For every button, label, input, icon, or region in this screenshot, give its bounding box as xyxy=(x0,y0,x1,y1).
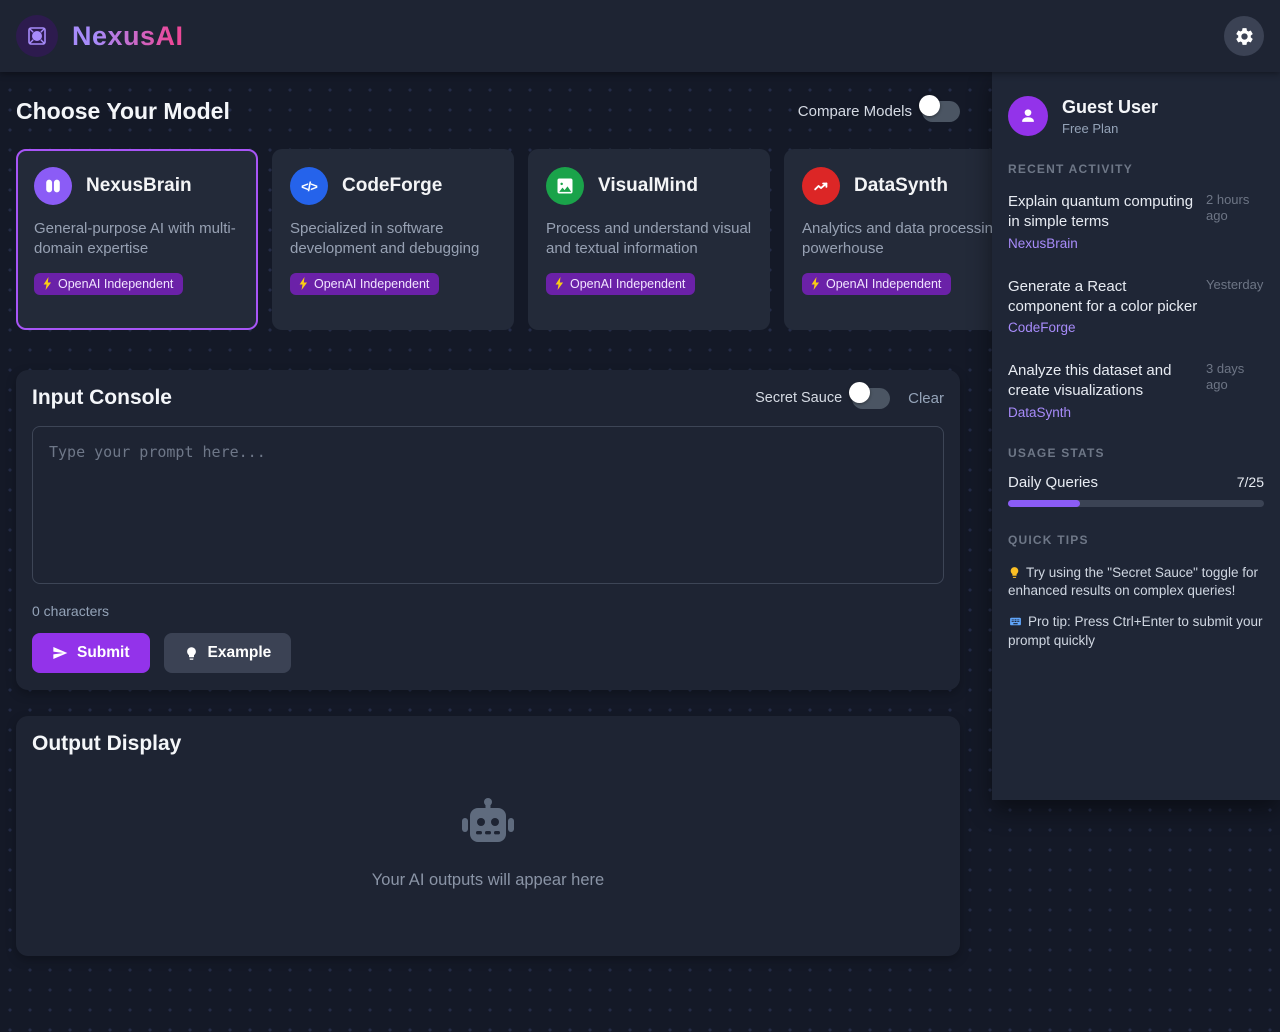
nexusai-logo-icon xyxy=(16,15,58,57)
code-icon: </> xyxy=(290,167,328,205)
model-description: General-purpose AI with multi-domain exp… xyxy=(34,220,236,258)
model-name: CodeForge xyxy=(342,175,443,196)
main-content: Choose Your Model Compare Models NexusBr… xyxy=(0,72,1026,956)
submit-button[interactable]: Submit xyxy=(32,633,150,673)
activity-model: CodeForge xyxy=(1008,320,1076,335)
activity-model: NexusBrain xyxy=(1008,235,1078,251)
user-plan: Free Plan xyxy=(1062,120,1119,136)
model-badge: OpenAI Independent xyxy=(546,272,696,295)
tip-item: Try using the "Secret Sauce" toggle for … xyxy=(1008,564,1258,599)
character-count: 0 characters xyxy=(32,603,110,619)
activity-prompt: Generate a React component for a color p… xyxy=(1008,277,1198,315)
activity-prompt: Explain quantum computing in simple term… xyxy=(1008,193,1194,231)
input-console-panel: Input Console Secret Sauce Clear 0 chara… xyxy=(16,370,960,690)
prompt-input[interactable] xyxy=(32,426,944,584)
activity-prompt: Analyze this dataset and create visualiz… xyxy=(1008,362,1172,400)
lightning-icon xyxy=(299,277,308,290)
model-card-nexusbrain[interactable]: NexusBrain General-purpose AI with multi… xyxy=(16,149,258,330)
page-title: Choose Your Model xyxy=(16,98,230,124)
model-card-datasynth[interactable]: DataSynth Analytics and data processing … xyxy=(784,149,1026,330)
chart-icon xyxy=(802,167,840,205)
quick-tips-header: QUICK TIPS xyxy=(1008,532,1089,547)
activity-item[interactable]: Analyze this dataset and create visualiz… xyxy=(1008,361,1264,420)
model-badge: OpenAI Independent xyxy=(290,272,440,295)
output-empty-message: Your AI outputs will appear here xyxy=(371,871,605,889)
image-icon xyxy=(546,167,584,205)
model-description: Specialized in software development and … xyxy=(290,220,480,258)
input-console-title: Input Console xyxy=(32,386,172,409)
activity-time: 2 hours ago xyxy=(1206,192,1250,224)
tip-item: Pro tip: Press Ctrl+Enter to submit your… xyxy=(1008,614,1263,649)
model-name: VisualMind xyxy=(598,175,698,196)
lightbulb-icon xyxy=(184,646,199,661)
quick-tips-list: Try using the "Secret Sauce" toggle for … xyxy=(1008,565,1264,651)
lightning-icon xyxy=(43,277,52,290)
secret-sauce-label: Secret Sauce xyxy=(755,390,843,406)
settings-button[interactable] xyxy=(1224,16,1264,56)
model-name: NexusBrain xyxy=(86,175,192,196)
output-display-title: Output Display xyxy=(32,732,182,755)
robot-icon xyxy=(457,798,519,857)
brand-title: NexusAI xyxy=(72,20,184,51)
output-display-panel: Output Display Your AI outputs will appe… xyxy=(16,716,960,956)
daily-queries-label: Daily Queries xyxy=(1008,473,1099,491)
lightning-icon xyxy=(555,277,564,290)
usage-stats-header: USAGE STATS xyxy=(1008,445,1105,460)
model-badge: OpenAI Independent xyxy=(802,272,952,295)
secret-sauce-toggle[interactable] xyxy=(849,381,891,409)
model-card-codeforge[interactable]: </> CodeForge Specialized in software de… xyxy=(272,149,514,330)
compare-models-toggle[interactable] xyxy=(919,95,960,122)
lightbulb-icon xyxy=(1008,566,1021,584)
model-description: Process and understand visual and textua… xyxy=(546,220,752,258)
example-button[interactable]: Example xyxy=(163,633,292,673)
activity-model: DataSynth xyxy=(1008,404,1072,420)
keyboard-icon xyxy=(1008,615,1023,633)
activity-item[interactable]: Explain quantum computing in simple term… xyxy=(1008,192,1264,251)
clear-button[interactable]: Clear xyxy=(908,389,944,407)
compare-models-label: Compare Models xyxy=(797,103,912,120)
recent-activity-header: RECENT ACTIVITY xyxy=(1008,162,1133,176)
brain-icon xyxy=(34,167,72,205)
app-header: NexusAI xyxy=(0,0,1280,72)
activity-time: 3 days ago xyxy=(1206,361,1245,393)
avatar xyxy=(1008,96,1048,136)
model-name: DataSynth xyxy=(854,175,948,196)
recent-activity-list: Explain quantum computing in simple term… xyxy=(1008,192,1264,420)
sidebar: Guest User Free Plan RECENT ACTIVITY Exp… xyxy=(992,72,1280,800)
model-description: Analytics and data processing powerhouse xyxy=(802,220,1002,258)
daily-queries-progress-fill xyxy=(1008,499,1080,507)
daily-queries-progressbar xyxy=(1008,499,1264,507)
send-icon xyxy=(52,645,68,661)
gear-icon xyxy=(1234,26,1255,47)
model-badge: OpenAI Independent xyxy=(34,272,184,295)
activity-time: Yesterday xyxy=(1206,276,1264,292)
activity-item[interactable]: Generate a React component for a color p… xyxy=(1008,277,1264,336)
model-card-grid: NexusBrain General-purpose AI with multi… xyxy=(16,149,1026,330)
lightning-icon xyxy=(811,277,820,290)
model-card-visualmind[interactable]: VisualMind Process and understand visual… xyxy=(528,149,770,330)
user-name: Guest User xyxy=(1062,96,1159,117)
daily-queries-value: 7/25 xyxy=(1236,474,1264,490)
